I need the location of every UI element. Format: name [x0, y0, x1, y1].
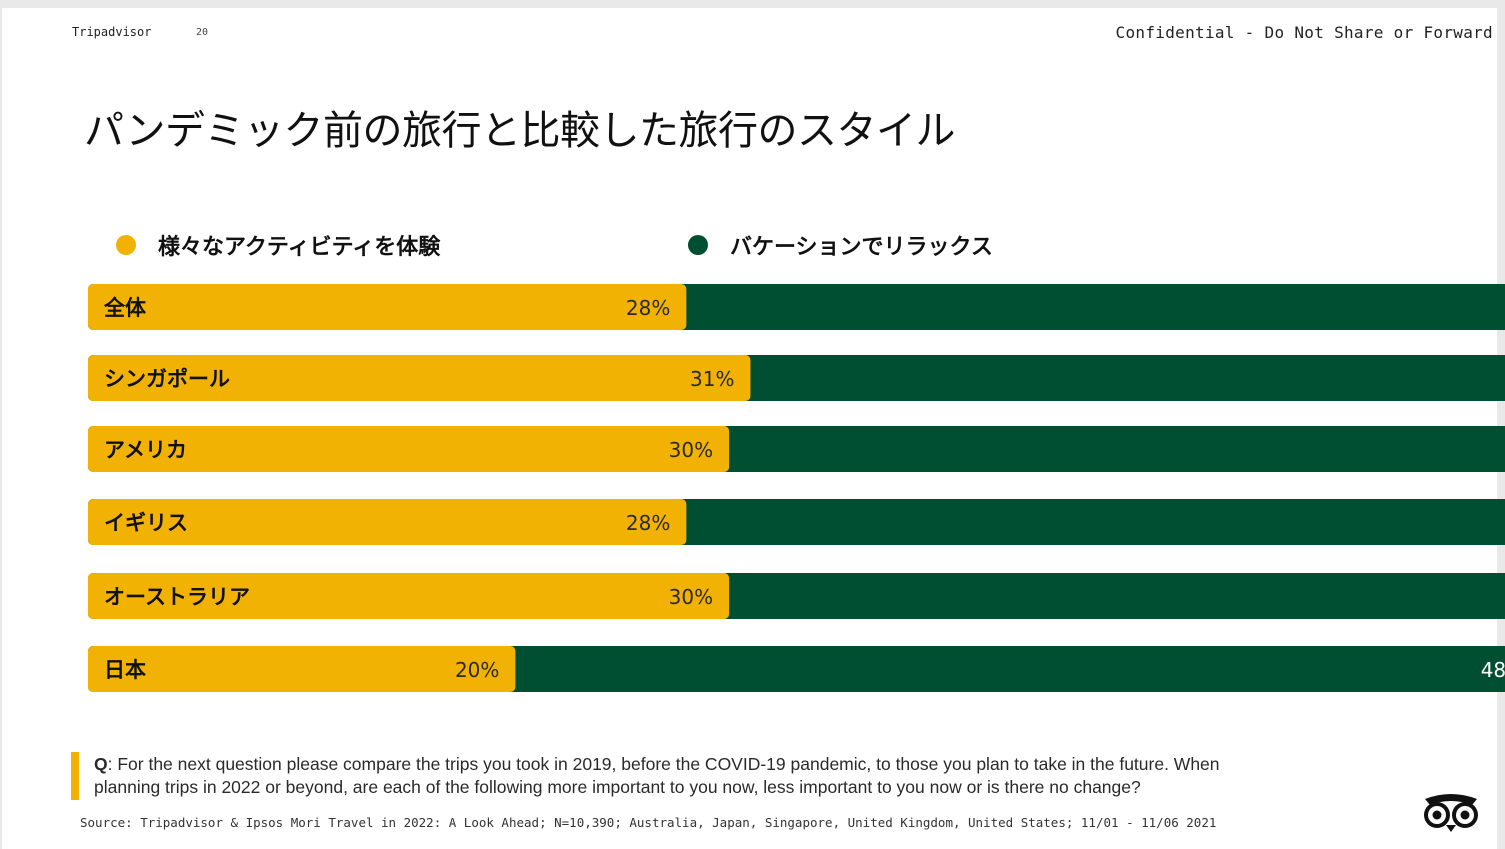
- bar-activities: [88, 426, 730, 472]
- category-label: オーストラリア: [104, 585, 250, 609]
- question-accent-bar: [71, 752, 79, 800]
- tripadvisor-owl-icon: [1424, 794, 1478, 832]
- bar-activities: [88, 499, 687, 545]
- bar-activities: [88, 646, 516, 692]
- bar-activities: [88, 355, 751, 401]
- category-label: アメリカ: [104, 438, 187, 462]
- value-label-activities: 28%: [626, 511, 670, 535]
- survey-question: Q: For the next question please compare …: [94, 753, 1274, 799]
- category-label: 日本: [104, 658, 146, 682]
- page-number: 20: [196, 27, 209, 38]
- category-label: 全体: [103, 296, 147, 320]
- confidential-notice: Confidential - Do Not Share or Forward: [1115, 23, 1493, 42]
- value-label-relax: 48%: [1481, 658, 1505, 682]
- bar-activities: [88, 573, 730, 619]
- frame-border-left: [0, 0, 2, 849]
- value-label-activities: 30%: [669, 585, 713, 609]
- value-label-activities: 31%: [690, 367, 734, 391]
- legend-label-activities: 様々なアクティビティを体験: [158, 235, 441, 260]
- legend-dot-relax: [688, 235, 708, 255]
- legend-item-relax: バケーションでリラックス: [688, 229, 993, 261]
- question-text: : For the next question please compare t…: [94, 754, 1220, 797]
- brand-name: Tripadvisor: [72, 25, 152, 39]
- question-prefix: Q: [94, 754, 108, 774]
- category-label: イギリス: [104, 511, 188, 535]
- source-note: Source: Tripadvisor & Ipsos Mori Travel …: [80, 815, 1217, 830]
- value-label-activities: 20%: [455, 658, 499, 682]
- page-title: パンデミック前の旅行と比較した旅行のスタイル: [84, 108, 956, 154]
- category-label: シンガポール: [104, 367, 230, 391]
- legend-label-relax: バケーションでリラックス: [730, 235, 993, 260]
- legend-item-activities: 様々なアクティビティを体験: [116, 229, 440, 261]
- frame-border-top: [0, 0, 1505, 8]
- value-label-activities: 28%: [626, 296, 670, 320]
- value-label-activities: 30%: [669, 438, 713, 462]
- bar-activities: [88, 284, 687, 330]
- legend-dot-activities: [116, 235, 136, 255]
- frame-border-right: [1497, 0, 1505, 849]
